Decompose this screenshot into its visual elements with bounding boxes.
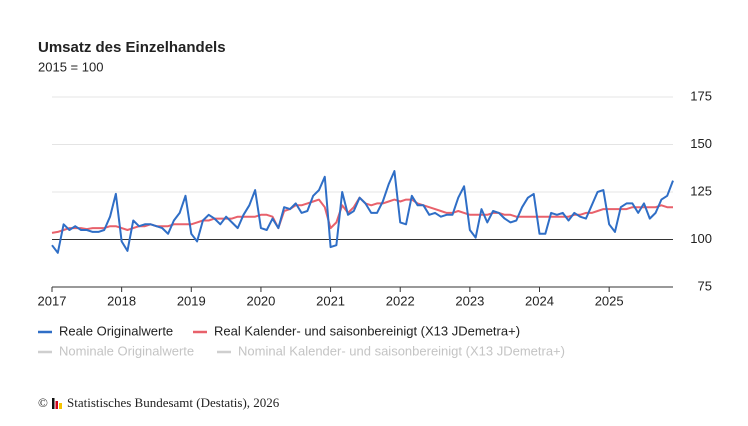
chart-subtitle: 2015 = 100 <box>38 59 103 74</box>
series-line <box>51 170 674 254</box>
chart-title: Umsatz des Einzelhandels <box>38 39 226 56</box>
legend-label[interactable]: Real Kalender- und saisonbereinigt (X13 … <box>214 323 520 338</box>
legend-label[interactable]: Reale Originalwerte <box>59 323 173 338</box>
x-tick-label: 2021 <box>316 293 345 308</box>
legend-label[interactable]: Nominale Originalwerte <box>59 343 194 358</box>
source-text: Statistisches Bundesamt (Destatis), 2026 <box>67 395 280 410</box>
source-logo <box>52 398 62 409</box>
x-tick-label: 2023 <box>455 293 484 308</box>
x-tick-label: 2024 <box>525 293 554 308</box>
x-tick-label: 2020 <box>246 293 275 308</box>
x-tick-label: 2022 <box>386 293 415 308</box>
y-tick-label: 150 <box>690 136 712 151</box>
x-tick-label: 2018 <box>107 293 136 308</box>
y-tick-label: 100 <box>690 231 712 246</box>
x-tick-label: 2025 <box>595 293 624 308</box>
legend-label[interactable]: Nominal Kalender- und saisonbereinigt (X… <box>238 343 565 358</box>
y-tick-label: 75 <box>698 278 712 293</box>
y-tick-label: 125 <box>690 183 712 198</box>
x-tick-label: 2017 <box>38 293 67 308</box>
series-line <box>51 196 673 234</box>
x-tick-label: 2019 <box>177 293 206 308</box>
source-copyright: © <box>38 395 48 410</box>
y-tick-label: 175 <box>690 88 712 103</box>
